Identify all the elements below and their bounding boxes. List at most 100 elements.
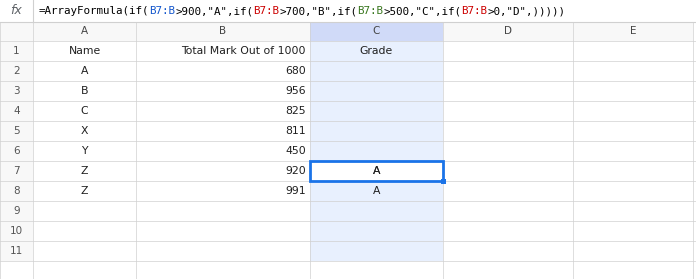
- Text: B7:B: B7:B: [150, 6, 175, 16]
- Bar: [310, 81, 443, 101]
- Bar: [136, 22, 310, 41]
- Text: 680: 680: [285, 66, 306, 76]
- Bar: [310, 22, 443, 41]
- Text: X: X: [81, 126, 88, 136]
- Text: =ArrayFormula(if(: =ArrayFormula(if(: [39, 6, 150, 16]
- Bar: [136, 141, 310, 161]
- Bar: [573, 181, 693, 201]
- Bar: [573, 241, 693, 261]
- Bar: [0, 241, 33, 261]
- Text: D: D: [504, 27, 512, 37]
- Text: B: B: [219, 27, 227, 37]
- Bar: [573, 61, 693, 81]
- Bar: [0, 101, 33, 121]
- Text: C: C: [81, 106, 88, 116]
- Text: 3: 3: [13, 86, 19, 96]
- Bar: [443, 141, 573, 161]
- Text: 6: 6: [13, 146, 19, 156]
- Bar: [136, 61, 310, 81]
- Bar: [33, 121, 136, 141]
- Bar: [443, 41, 573, 61]
- Bar: [136, 221, 310, 241]
- Bar: [33, 141, 136, 161]
- Bar: [443, 221, 573, 241]
- Bar: [136, 161, 310, 181]
- Bar: [0, 22, 33, 41]
- Text: 9: 9: [13, 206, 19, 216]
- Bar: [33, 201, 136, 221]
- Text: >0,"D",))))): >0,"D",))))): [487, 6, 565, 16]
- Text: C: C: [373, 27, 380, 37]
- Bar: [33, 161, 136, 181]
- Text: 11: 11: [10, 246, 23, 256]
- Text: fx: fx: [10, 4, 22, 18]
- Text: >700,"B",if(: >700,"B",if(: [280, 6, 358, 16]
- Text: 825: 825: [285, 106, 306, 116]
- Bar: [310, 61, 443, 81]
- Text: 7: 7: [13, 166, 19, 176]
- Bar: [33, 81, 136, 101]
- Text: 811: 811: [285, 126, 306, 136]
- Text: 4: 4: [13, 106, 19, 116]
- Text: A: A: [81, 66, 88, 76]
- Bar: [443, 241, 573, 261]
- Bar: [0, 201, 33, 221]
- Bar: [310, 41, 443, 61]
- Text: >900,"A",if(: >900,"A",if(: [175, 6, 253, 16]
- Text: A: A: [81, 27, 88, 37]
- Text: E: E: [630, 27, 636, 37]
- Bar: [573, 161, 693, 181]
- Text: Z: Z: [81, 166, 88, 176]
- Text: 450: 450: [285, 146, 306, 156]
- Bar: [443, 201, 573, 221]
- Bar: [310, 161, 443, 181]
- Bar: [136, 41, 310, 61]
- Text: Total Mark Out of 1000: Total Mark Out of 1000: [182, 46, 306, 56]
- Bar: [310, 141, 443, 161]
- Bar: [310, 161, 443, 181]
- Bar: [573, 201, 693, 221]
- Bar: [310, 221, 443, 241]
- Bar: [443, 121, 573, 141]
- Text: Z: Z: [81, 186, 88, 196]
- Bar: [310, 181, 443, 201]
- Bar: [136, 201, 310, 221]
- Bar: [33, 61, 136, 81]
- Bar: [443, 81, 573, 101]
- Bar: [33, 41, 136, 61]
- Bar: [310, 201, 443, 221]
- Bar: [136, 241, 310, 261]
- Bar: [573, 41, 693, 61]
- Bar: [573, 221, 693, 241]
- Bar: [573, 81, 693, 101]
- Text: Name: Name: [68, 46, 101, 56]
- Bar: [443, 161, 573, 181]
- Text: 2: 2: [13, 66, 19, 76]
- Bar: [33, 22, 136, 41]
- Text: 991: 991: [285, 186, 306, 196]
- Bar: [0, 221, 33, 241]
- Bar: [136, 101, 310, 121]
- Bar: [33, 241, 136, 261]
- Bar: [0, 61, 33, 81]
- Bar: [310, 101, 443, 121]
- Bar: [0, 161, 33, 181]
- Bar: [33, 181, 136, 201]
- Bar: [573, 141, 693, 161]
- Bar: [443, 61, 573, 81]
- Bar: [573, 22, 693, 41]
- Bar: [573, 101, 693, 121]
- Bar: [136, 181, 310, 201]
- Bar: [310, 241, 443, 261]
- Bar: [0, 0, 696, 22]
- Text: A: A: [373, 166, 380, 176]
- Bar: [443, 181, 573, 201]
- Text: B: B: [81, 86, 88, 96]
- Text: A: A: [373, 166, 380, 176]
- Text: B7:B: B7:B: [358, 6, 383, 16]
- Text: B7:B: B7:B: [461, 6, 487, 16]
- Text: 920: 920: [285, 166, 306, 176]
- Bar: [0, 141, 33, 161]
- Text: B7:B: B7:B: [253, 6, 280, 16]
- Text: 956: 956: [285, 86, 306, 96]
